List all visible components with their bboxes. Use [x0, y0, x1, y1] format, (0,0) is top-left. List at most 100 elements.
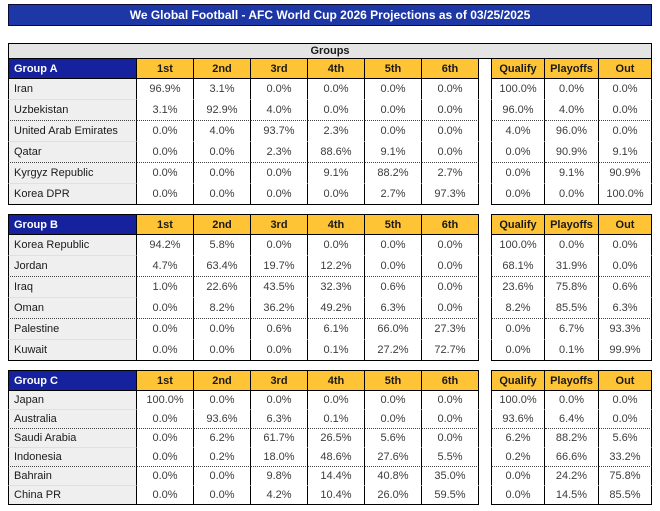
- outcome-value-cell[interactable]: 9.1%: [545, 163, 599, 184]
- team-name-cell[interactable]: Oman: [8, 298, 137, 319]
- outcome-value-cell[interactable]: 0.0%: [599, 256, 652, 277]
- position-value-cell[interactable]: 0.6%: [251, 319, 308, 340]
- outcome-value-cell[interactable]: 100.0%: [491, 235, 545, 256]
- position-value-cell[interactable]: 61.7%: [251, 429, 308, 448]
- position-value-cell[interactable]: 0.0%: [422, 429, 479, 448]
- position-value-cell[interactable]: 100.0%: [137, 391, 194, 410]
- position-header-cell[interactable]: 1st: [137, 370, 194, 391]
- position-value-cell[interactable]: 19.7%: [251, 256, 308, 277]
- outcome-value-cell[interactable]: 0.6%: [599, 277, 652, 298]
- position-value-cell[interactable]: 36.2%: [251, 298, 308, 319]
- position-value-cell[interactable]: 0.0%: [194, 486, 251, 505]
- outcome-value-cell[interactable]: 0.0%: [545, 391, 599, 410]
- position-value-cell[interactable]: 22.6%: [194, 277, 251, 298]
- position-value-cell[interactable]: 0.2%: [194, 448, 251, 467]
- position-value-cell[interactable]: 0.0%: [251, 340, 308, 361]
- position-value-cell[interactable]: 0.0%: [137, 448, 194, 467]
- position-value-cell[interactable]: 0.0%: [365, 256, 422, 277]
- team-name-cell[interactable]: Indonesia: [8, 448, 137, 467]
- position-value-cell[interactable]: 0.0%: [422, 391, 479, 410]
- outcome-value-cell[interactable]: 66.6%: [545, 448, 599, 467]
- outcome-value-cell[interactable]: 31.9%: [545, 256, 599, 277]
- position-value-cell[interactable]: 26.5%: [308, 429, 365, 448]
- position-value-cell[interactable]: 12.2%: [308, 256, 365, 277]
- outcome-value-cell[interactable]: 0.0%: [545, 235, 599, 256]
- team-name-cell[interactable]: Jordan: [8, 256, 137, 277]
- position-header-cell[interactable]: 6th: [422, 214, 479, 235]
- position-value-cell[interactable]: 5.8%: [194, 235, 251, 256]
- position-header-cell[interactable]: 2nd: [194, 214, 251, 235]
- team-name-cell[interactable]: Qatar: [8, 142, 137, 163]
- outcome-value-cell[interactable]: 0.0%: [491, 163, 545, 184]
- team-name-cell[interactable]: Bahrain: [8, 467, 137, 486]
- position-value-cell[interactable]: 0.0%: [422, 142, 479, 163]
- position-header-cell[interactable]: 3rd: [251, 370, 308, 391]
- position-value-cell[interactable]: 9.8%: [251, 467, 308, 486]
- position-value-cell[interactable]: 0.0%: [308, 184, 365, 205]
- outcome-value-cell[interactable]: 33.2%: [599, 448, 652, 467]
- position-value-cell[interactable]: 6.3%: [251, 410, 308, 429]
- position-value-cell[interactable]: 0.0%: [251, 163, 308, 184]
- team-name-cell[interactable]: Kyrgyz Republic: [8, 163, 137, 184]
- position-value-cell[interactable]: 94.2%: [137, 235, 194, 256]
- outcome-value-cell[interactable]: 0.0%: [491, 486, 545, 505]
- position-value-cell[interactable]: 0.0%: [137, 163, 194, 184]
- position-value-cell[interactable]: 93.6%: [194, 410, 251, 429]
- outcome-value-cell[interactable]: 6.3%: [599, 298, 652, 319]
- team-name-cell[interactable]: China PR: [8, 486, 137, 505]
- outcome-value-cell[interactable]: 85.5%: [545, 298, 599, 319]
- outcome-header-cell[interactable]: Qualify: [491, 58, 545, 79]
- position-value-cell[interactable]: 3.1%: [194, 79, 251, 100]
- position-header-cell[interactable]: 5th: [365, 214, 422, 235]
- team-name-cell[interactable]: Uzbekistan: [8, 100, 137, 121]
- position-value-cell[interactable]: 14.4%: [308, 467, 365, 486]
- position-value-cell[interactable]: 0.1%: [308, 340, 365, 361]
- outcome-value-cell[interactable]: 75.8%: [545, 277, 599, 298]
- position-header-cell[interactable]: 4th: [308, 214, 365, 235]
- position-value-cell[interactable]: 0.0%: [137, 340, 194, 361]
- team-name-cell[interactable]: Japan: [8, 391, 137, 410]
- team-name-cell[interactable]: United Arab Emirates: [8, 121, 137, 142]
- position-header-cell[interactable]: 6th: [422, 370, 479, 391]
- position-header-cell[interactable]: 1st: [137, 58, 194, 79]
- position-value-cell[interactable]: 0.0%: [365, 235, 422, 256]
- position-value-cell[interactable]: 0.0%: [422, 298, 479, 319]
- position-value-cell[interactable]: 48.6%: [308, 448, 365, 467]
- position-value-cell[interactable]: 27.2%: [365, 340, 422, 361]
- outcome-value-cell[interactable]: 90.9%: [545, 142, 599, 163]
- outcome-value-cell[interactable]: 5.6%: [599, 429, 652, 448]
- position-value-cell[interactable]: 0.0%: [194, 163, 251, 184]
- outcome-value-cell[interactable]: 0.0%: [599, 391, 652, 410]
- outcome-value-cell[interactable]: 0.0%: [599, 79, 652, 100]
- outcome-value-cell[interactable]: 0.0%: [491, 467, 545, 486]
- outcome-value-cell[interactable]: 0.0%: [491, 142, 545, 163]
- position-value-cell[interactable]: 93.7%: [251, 121, 308, 142]
- position-value-cell[interactable]: 97.3%: [422, 184, 479, 205]
- position-value-cell[interactable]: 72.7%: [422, 340, 479, 361]
- outcome-value-cell[interactable]: 23.6%: [491, 277, 545, 298]
- outcome-value-cell[interactable]: 75.8%: [599, 467, 652, 486]
- outcome-value-cell[interactable]: 93.6%: [491, 410, 545, 429]
- team-name-cell[interactable]: Australia: [8, 410, 137, 429]
- position-value-cell[interactable]: 0.0%: [137, 298, 194, 319]
- outcome-value-cell[interactable]: 100.0%: [491, 391, 545, 410]
- position-value-cell[interactable]: 3.1%: [137, 100, 194, 121]
- position-value-cell[interactable]: 0.0%: [251, 79, 308, 100]
- position-value-cell[interactable]: 5.6%: [365, 429, 422, 448]
- position-value-cell[interactable]: 0.0%: [365, 410, 422, 429]
- position-header-cell[interactable]: 1st: [137, 214, 194, 235]
- outcome-header-cell[interactable]: Qualify: [491, 214, 545, 235]
- position-value-cell[interactable]: 88.2%: [365, 163, 422, 184]
- position-value-cell[interactable]: 0.1%: [308, 410, 365, 429]
- position-value-cell[interactable]: 9.1%: [308, 163, 365, 184]
- position-value-cell[interactable]: 0.0%: [365, 121, 422, 142]
- position-value-cell[interactable]: 96.9%: [137, 79, 194, 100]
- team-name-cell[interactable]: Iran: [8, 79, 137, 100]
- position-header-cell[interactable]: 5th: [365, 58, 422, 79]
- position-value-cell[interactable]: 32.3%: [308, 277, 365, 298]
- position-value-cell[interactable]: 0.0%: [308, 79, 365, 100]
- outcome-value-cell[interactable]: 90.9%: [599, 163, 652, 184]
- position-value-cell[interactable]: 63.4%: [194, 256, 251, 277]
- outcome-header-cell[interactable]: Playoffs: [545, 214, 599, 235]
- outcome-value-cell[interactable]: 6.4%: [545, 410, 599, 429]
